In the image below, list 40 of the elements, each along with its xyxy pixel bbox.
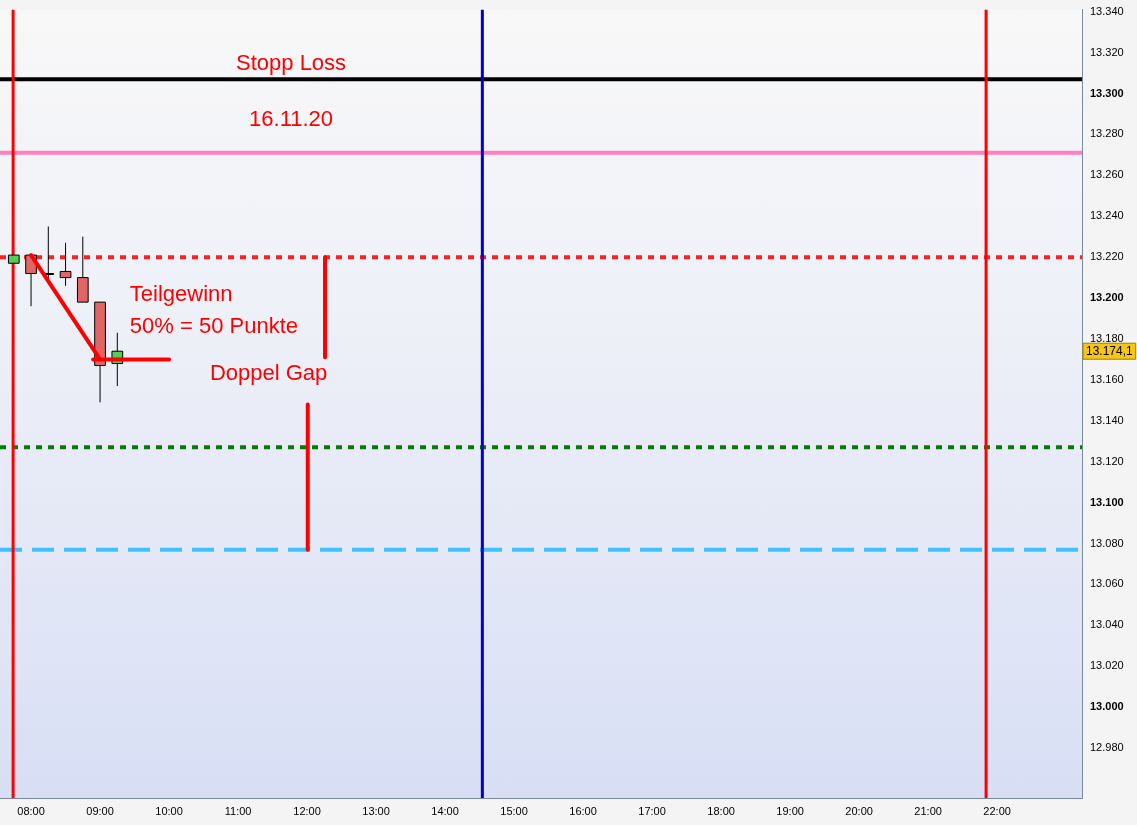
annotation: Doppel Gap <box>209 359 328 385</box>
y-tick-label: 13.120 <box>1090 454 1124 467</box>
x-tick-label: 15:00 <box>500 804 528 817</box>
annotation: Teilgewinn <box>129 281 233 307</box>
y-tick-label: 13.340 <box>1090 4 1124 17</box>
x-tick-label: 11:00 <box>224 804 252 817</box>
x-tick-label: 22:00 <box>983 804 1011 817</box>
y-tick-label: 12.980 <box>1090 741 1124 754</box>
annotation: 16.11.20 <box>249 106 334 132</box>
y-tick-label: 13.260 <box>1090 168 1124 181</box>
x-tick-label: 10:00 <box>155 804 183 817</box>
x-tick-label: 08:00 <box>17 804 45 817</box>
annotation: 50% = 50 Punkte <box>129 312 299 338</box>
y-tick-label: 13.060 <box>1090 577 1124 590</box>
x-tick-label: 09:00 <box>86 804 114 817</box>
y-tick-label: 13.240 <box>1090 209 1124 222</box>
x-tick-label: 21:00 <box>914 804 942 817</box>
y-tick-label: 13.020 <box>1090 659 1124 672</box>
annotation: Stopp Loss <box>236 50 347 76</box>
x-tick-label: 18:00 <box>707 804 735 817</box>
y-tick-label: 13.320 <box>1090 45 1124 58</box>
x-tick-label: 16:00 <box>569 804 597 817</box>
x-tick-label: 14:00 <box>431 804 459 817</box>
x-tick-label: 19:00 <box>776 804 804 817</box>
y-tick-label: 13.140 <box>1090 413 1124 426</box>
y-tick-label: 13.160 <box>1090 372 1124 385</box>
y-tick-label: 13.180 <box>1090 331 1124 344</box>
y-tick-label: 13.040 <box>1090 618 1124 631</box>
y-tick-label: 13.100 <box>1090 495 1124 508</box>
x-tick-label: 17:00 <box>638 804 666 817</box>
y-tick-label: 13.280 <box>1090 127 1124 140</box>
x-tick-label: 12:00 <box>293 804 321 817</box>
x-tick-label: 20:00 <box>845 804 873 817</box>
y-tick-label: 13.080 <box>1090 536 1124 549</box>
y-tick-label: 13.300 <box>1090 86 1124 99</box>
y-tick-label: 13.200 <box>1090 291 1124 304</box>
text: 13.174,1 <box>1086 343 1134 358</box>
x-tick-label: 13:00 <box>362 804 390 817</box>
y-tick-label: 13.000 <box>1090 700 1124 713</box>
y-tick-label: 13.220 <box>1090 250 1124 263</box>
